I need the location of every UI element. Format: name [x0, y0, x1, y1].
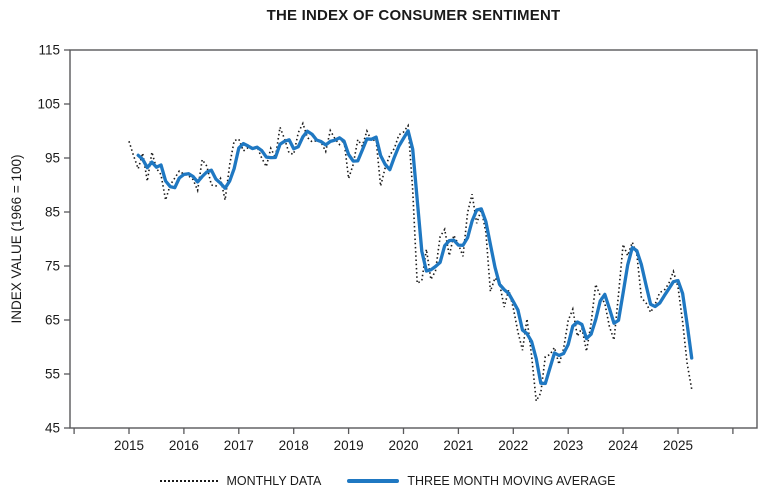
x-tick-label: 2017: [224, 438, 254, 453]
x-tick-label: 2015: [114, 438, 144, 453]
x-tick-label: 2022: [498, 438, 528, 453]
y-tick-label: 85: [45, 205, 60, 220]
x-tick-label: 2016: [169, 438, 199, 453]
y-tick-label: 45: [45, 421, 60, 436]
axis-ticks: 45 55 65 75 85 95 105 115 2015 2016 2017 2018 2019 20…: [37, 43, 734, 453]
legend: MONTHLY DATA THREE MONTH MOVING AVERAGE: [0, 474, 776, 488]
plot-frame: [69, 49, 758, 429]
dotted-line-icon: [160, 480, 219, 482]
y-tick-label: 65: [45, 313, 60, 328]
chart-title: THE INDEX OF CONSUMER SENTIMENT: [266, 7, 561, 24]
x-tick-label: 2019: [334, 438, 364, 453]
x-tick-label: 2021: [443, 438, 473, 453]
legend-ma-label: THREE MONTH MOVING AVERAGE: [407, 474, 616, 488]
moving-average-line: [136, 129, 694, 386]
y-tick-label: 75: [45, 259, 60, 274]
y-tick-label: 55: [45, 367, 60, 382]
x-tick-label: 2018: [279, 438, 309, 453]
solid-line-icon: [347, 479, 400, 483]
y-tick-label: 105: [37, 97, 60, 112]
y-tick-label: 115: [38, 43, 60, 58]
legend-monthly-label: MONTHLY DATA: [226, 474, 322, 488]
x-tick-label: 2020: [388, 438, 418, 453]
monthly-data-line: [128, 121, 693, 404]
y-tick-label: 95: [45, 151, 60, 166]
y-axis-title: INDEX VALUE (1966 = 100): [9, 155, 24, 324]
legend-item-monthly: MONTHLY DATA: [160, 474, 321, 488]
x-tick-label: 2023: [553, 438, 583, 453]
x-tick-label: 2025: [663, 438, 693, 453]
x-tick-label: 2024: [608, 438, 639, 453]
data-series: [128, 121, 694, 404]
legend-item-moving-average: THREE MONTH MOVING AVERAGE: [347, 474, 616, 488]
